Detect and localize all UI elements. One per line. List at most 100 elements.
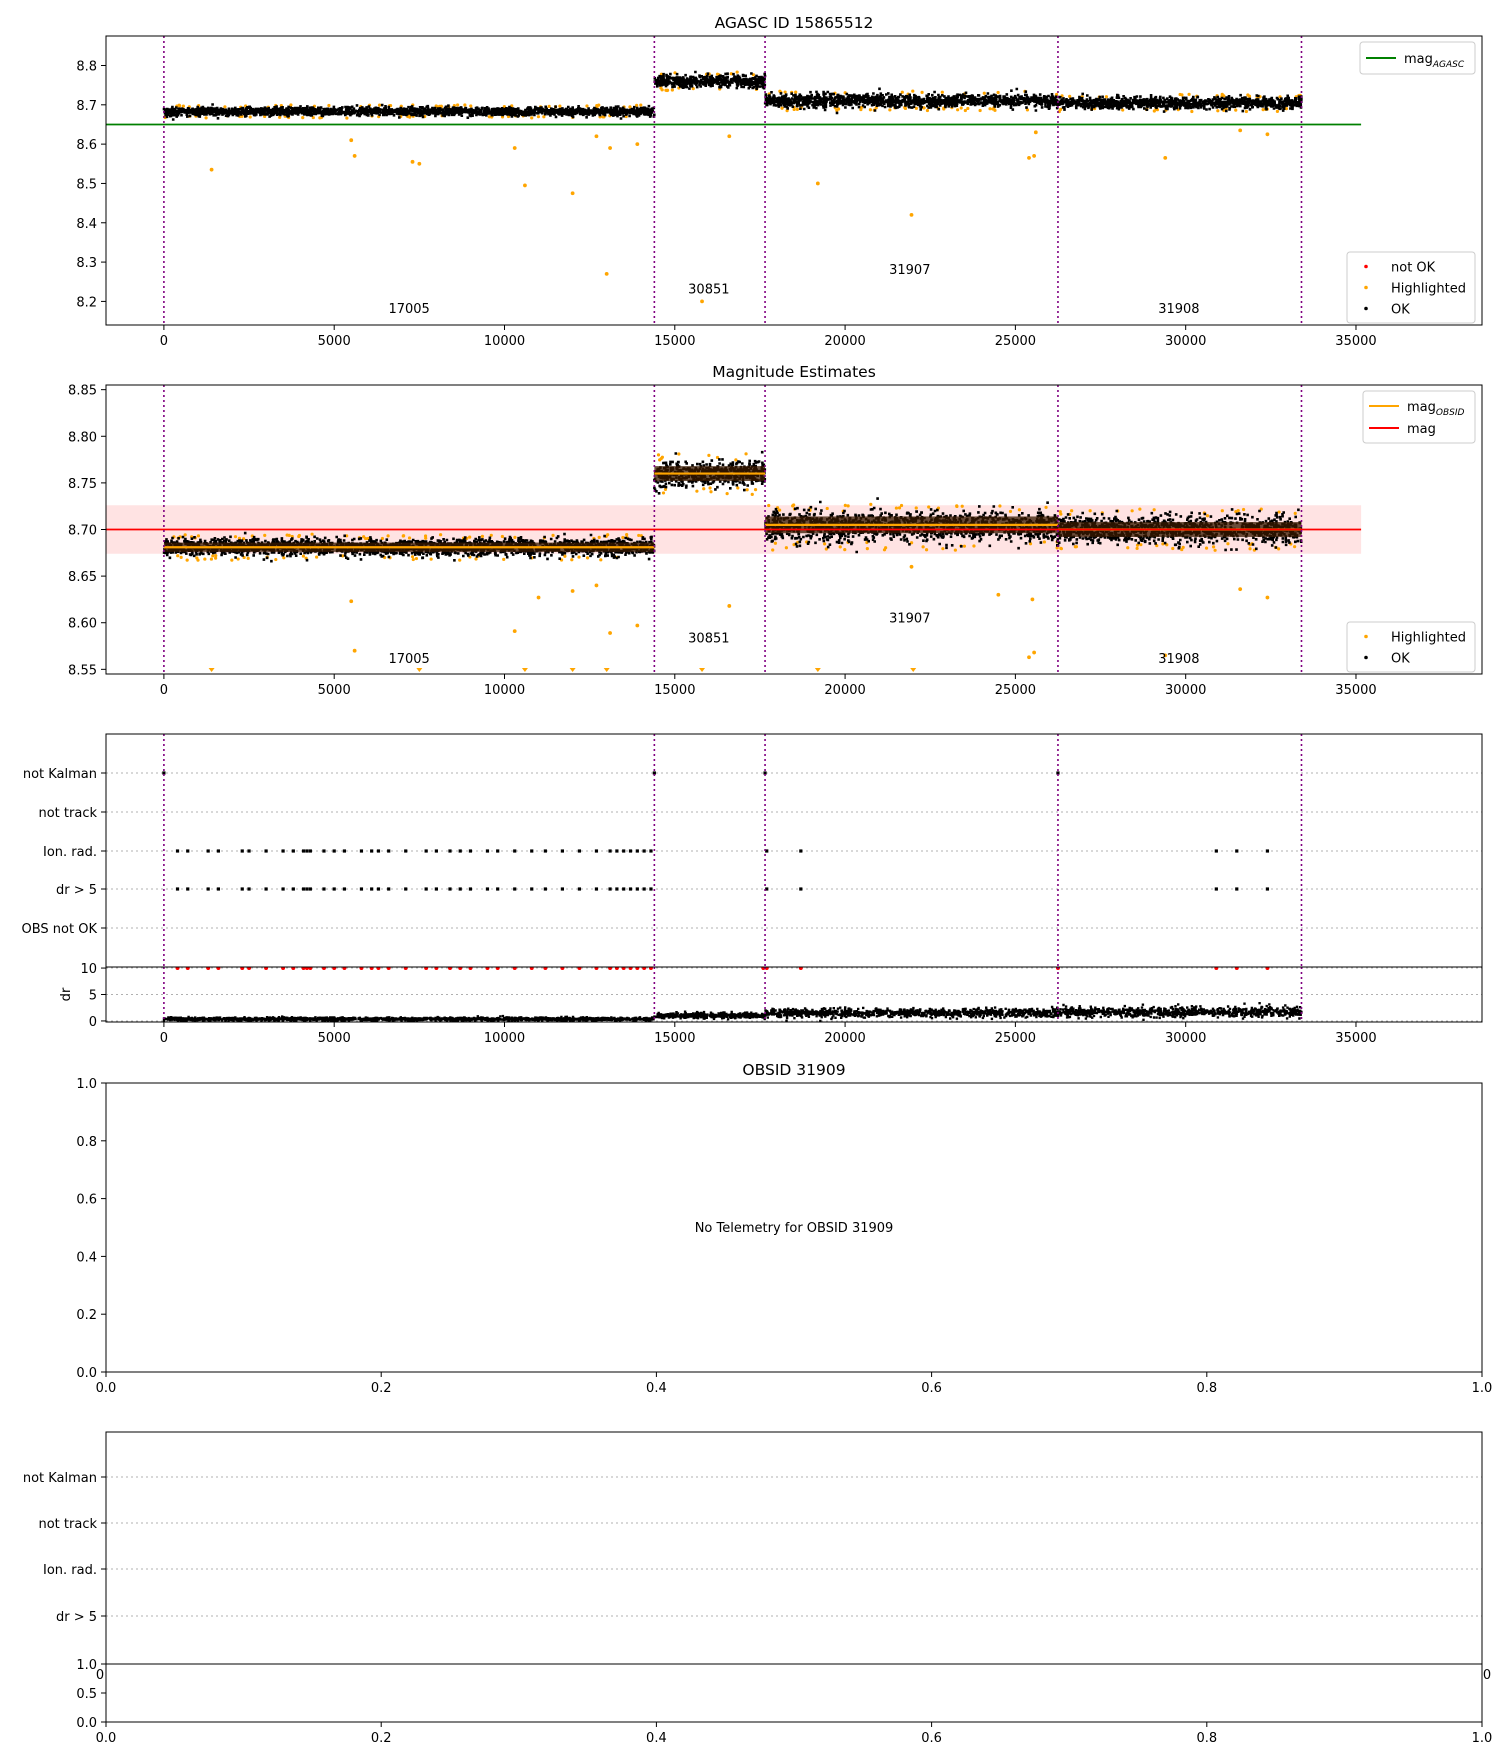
highlighted-point [274, 558, 277, 561]
highlighted-point [230, 559, 233, 562]
highlighted-point [847, 504, 850, 507]
highlighted-point [866, 547, 869, 550]
highlighted-point [785, 546, 788, 549]
flag-point [264, 849, 267, 852]
outlier-point [1031, 598, 1035, 602]
legend-mag-agasc: magAGASC [1360, 42, 1475, 74]
flag-point [207, 887, 210, 890]
x-tick-label: 15000 [654, 334, 695, 349]
highlighted-point [637, 534, 640, 537]
highlighted-point [301, 116, 304, 119]
outlier-point [1032, 651, 1036, 655]
dr-points [163, 1016, 655, 1021]
flag-label: not Kalman [23, 1471, 97, 1486]
flag-point [322, 887, 325, 890]
highlighted-point [793, 108, 796, 111]
flag-point [302, 849, 305, 852]
x-tick-label: 15000 [654, 683, 695, 698]
legend-dot-swatch [1364, 265, 1368, 269]
highlighted-point [1234, 108, 1237, 111]
highlighted-point [1205, 546, 1208, 549]
legend-label: Highlighted [1391, 282, 1466, 297]
flag-point [387, 849, 390, 852]
outlier-point [411, 160, 415, 164]
highlighted-point [182, 104, 185, 107]
flag-point [615, 849, 618, 852]
legend-subscript: AGASC [1432, 60, 1465, 70]
highlighted-point [298, 534, 301, 537]
x-tick-label: 30000 [1165, 334, 1206, 349]
flag-point [343, 849, 346, 852]
highlighted-point [1059, 512, 1062, 515]
highlighted-point [823, 542, 826, 545]
outlier-point [571, 589, 575, 593]
y-tick-label: 0.6 [76, 1193, 97, 1208]
x-tick-label: 20000 [824, 683, 865, 698]
y-tick-label: 8.6 [76, 138, 97, 153]
highlighted-point [439, 533, 442, 536]
flag-point [241, 849, 244, 852]
flag-point [404, 849, 407, 852]
highlighted-point [1070, 509, 1073, 512]
y-tick-label: 1.0 [76, 1077, 97, 1092]
highlighted-point [1060, 547, 1063, 550]
highlighted-point [979, 109, 982, 112]
highlighted-point [736, 71, 739, 74]
panel-flags-empty: not Kalmannot trackIon. rad.dr > 50 0 [23, 1432, 1491, 1683]
highlighted-point [468, 535, 471, 538]
highlighted-point [469, 104, 472, 107]
x-tick-label: 30000 [1165, 1031, 1206, 1046]
flag-point [799, 849, 802, 852]
flag-point [1215, 849, 1218, 852]
highlighted-point [502, 558, 505, 561]
y-tick-label: 8.80 [68, 430, 97, 445]
highlighted-point [726, 492, 729, 495]
y-tick-label: 8.60 [68, 617, 97, 632]
panel-empty-axis: 0.0 0.2 0.4 0.6 0.8 1.00.00.51.0 [76, 1658, 1492, 1746]
flag-point [544, 887, 547, 890]
highlighted-point [796, 108, 799, 111]
highlighted-point [661, 88, 664, 91]
highlighted-point [408, 536, 411, 539]
x-tick-label: 5000 [318, 683, 351, 698]
x-tick-label: 35000 [1335, 683, 1376, 698]
y-tick-label: 1.0 [76, 1658, 97, 1673]
highlighted-point [621, 536, 624, 539]
y-tick-label: 0.2 [76, 1308, 97, 1323]
outlier-point [996, 593, 1000, 597]
highlighted-point [456, 103, 459, 106]
dr-points [1057, 1003, 1303, 1020]
x-tick-label: 15000 [654, 1031, 695, 1046]
highlighted-point [1126, 546, 1129, 549]
legend-dot-swatch [1364, 286, 1368, 290]
highlighted-point [345, 116, 348, 119]
x-tick-label: 0.6 [921, 1731, 942, 1746]
ok-points [764, 89, 1059, 113]
flag-label: not track [38, 806, 97, 821]
highlighted-point [998, 504, 1001, 507]
flag-point [264, 887, 267, 890]
outlier-point [513, 146, 517, 150]
flag-point [305, 887, 308, 890]
flag-point [435, 849, 438, 852]
highlighted-point [661, 456, 664, 459]
y-tick-label: 8.65 [68, 570, 97, 585]
outlier-point [417, 162, 421, 166]
highlighted-point [211, 554, 214, 557]
highlighted-point [754, 488, 757, 491]
highlighted-point [774, 542, 777, 545]
highlighted-point [197, 534, 200, 537]
highlighted-point [1190, 110, 1193, 113]
highlighted-point [1237, 509, 1240, 512]
highlighted-point [955, 504, 958, 507]
highlighted-point [941, 547, 944, 550]
x-tick-label: 10000 [484, 334, 525, 349]
highlighted-point [771, 548, 774, 551]
x-tick-label: 20000 [824, 334, 865, 349]
x-tick-label: 1.0 [1472, 1381, 1493, 1396]
x-tick-label: 0.8 [1196, 1381, 1217, 1396]
legend-label: OK [1391, 303, 1410, 318]
y-tick-label: 0.0 [76, 1716, 97, 1731]
flag-point [629, 849, 632, 852]
highlighted-point [378, 103, 381, 106]
